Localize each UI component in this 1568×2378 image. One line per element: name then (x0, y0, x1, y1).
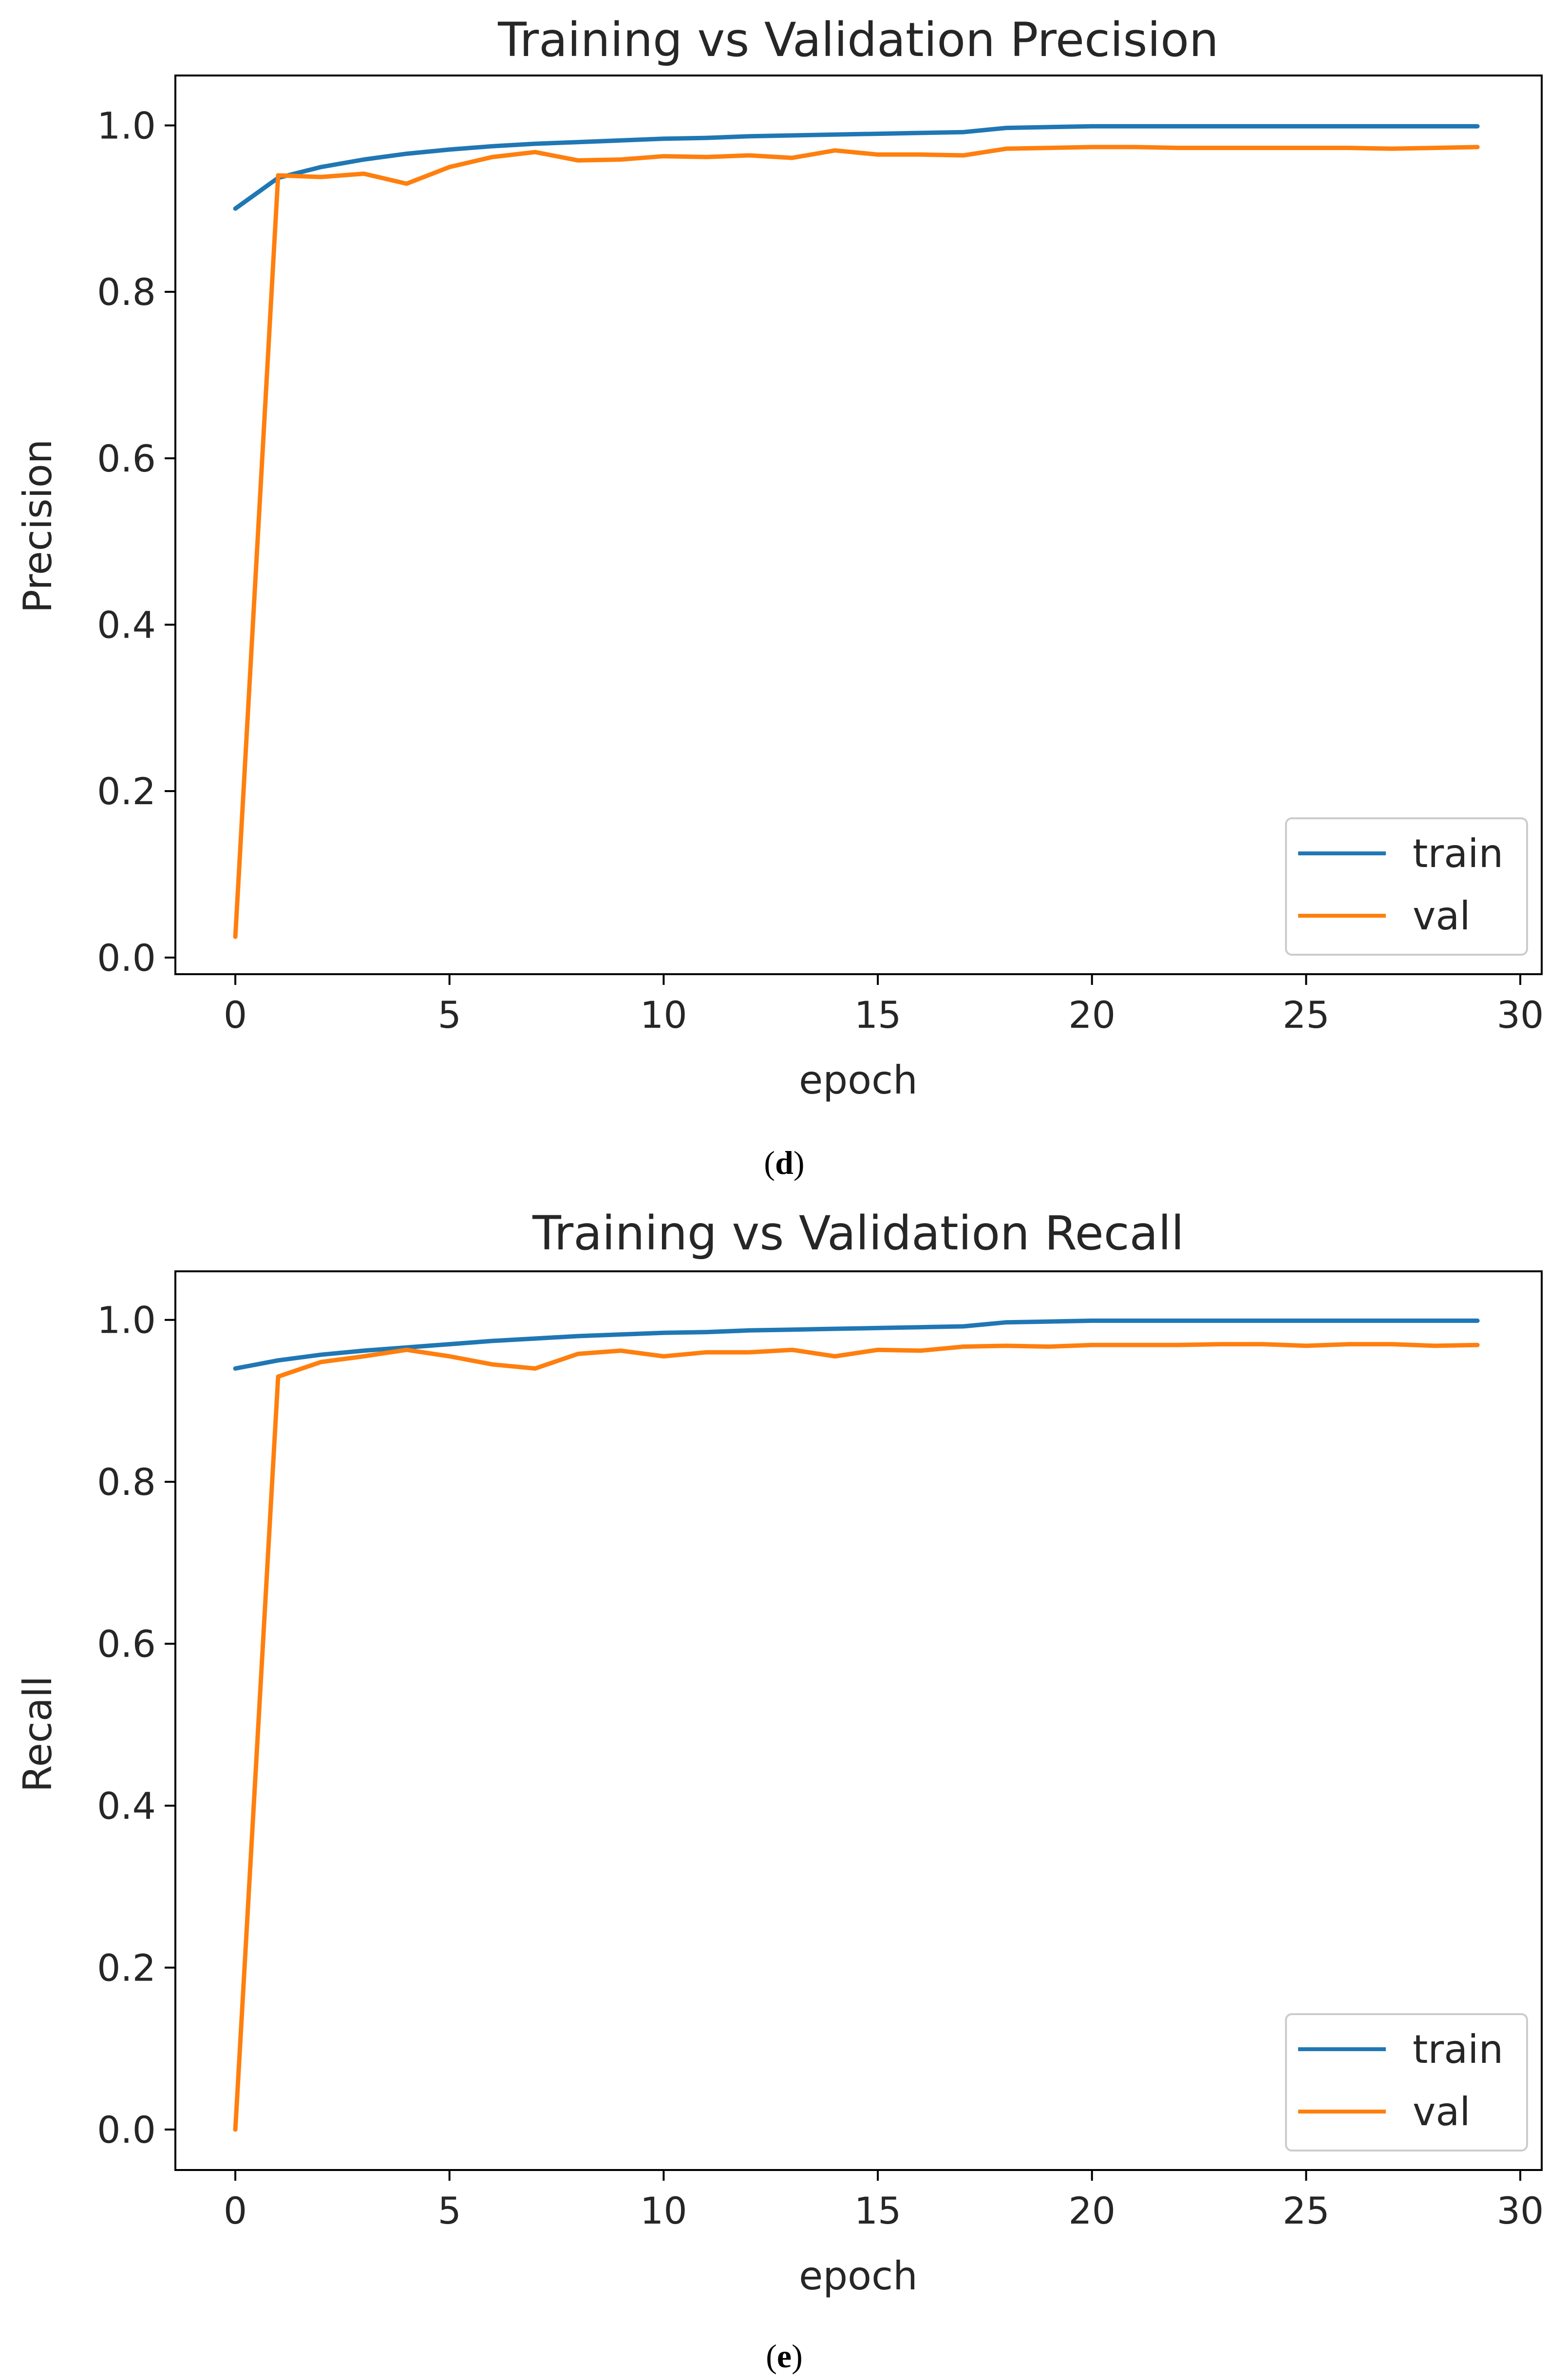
tick-layer: 0 5 10 15 20 25 30 0.0 0.2 0.4 0.6 0.8 1.0 (97, 1299, 1544, 2232)
caption: (e) (766, 2338, 803, 2375)
chart-title: Training vs Validation Recall (532, 1206, 1184, 1261)
plot-frame (174, 75, 1543, 975)
series-line-train (233, 1318, 1480, 1371)
chart-title: Training vs Validation Precision (497, 13, 1219, 67)
x-tick-label: 25 (1283, 993, 1330, 1037)
y-axis-label: Precision (15, 439, 60, 613)
x-axis-label: epoch (799, 2253, 918, 2299)
caption-close: ) (793, 1144, 805, 1181)
y-tick-label: 0.0 (97, 936, 156, 980)
x-tick-label: 10 (640, 993, 687, 1037)
y-tick-label: 0.0 (97, 2108, 156, 2152)
caption-open: ( (764, 1144, 775, 1181)
y-tick-label: 0.6 (97, 437, 156, 480)
series-layer (233, 1318, 1480, 2132)
x-tick-label: 0 (224, 993, 247, 1037)
x-tick-label: 5 (438, 2189, 461, 2232)
y-tick-label: 0.6 (97, 1623, 156, 1666)
legend-label-train: train (1413, 831, 1503, 876)
legend: train val (1285, 817, 1528, 956)
x-tick-label: 15 (854, 993, 902, 1037)
series-line-val (233, 1342, 1480, 2132)
y-tick-label: 0.4 (97, 1784, 156, 1828)
x-axis-label: epoch (799, 1057, 918, 1103)
caption-close: ) (792, 2338, 803, 2375)
y-axis-label: Recall (15, 1676, 60, 1793)
caption-open: ( (766, 2338, 777, 2375)
x-tick-label: 5 (438, 993, 461, 1037)
recall-chart: Training vs Validation Recall 0 5 10 15 20 25… (15, 1206, 1544, 2375)
x-tick-label: 25 (1283, 2189, 1330, 2232)
y-tick-label: 0.8 (97, 1460, 156, 1504)
y-tick-label: 1.0 (97, 104, 156, 148)
y-tick-label: 0.2 (97, 770, 156, 813)
series-layer (233, 124, 1480, 939)
series-line-train (233, 124, 1480, 211)
x-tick-label: 30 (1497, 2189, 1544, 2232)
legend-label-val: val (1413, 2089, 1471, 2134)
caption-letter: e (777, 2338, 792, 2375)
x-tick-label: 30 (1497, 993, 1544, 1037)
caption-letter: d (775, 1144, 793, 1181)
precision-chart: Training vs Validation Precision 0 5 10 15 2… (15, 13, 1544, 1181)
legend-label-train: train (1413, 2027, 1503, 2072)
x-tick-label: 0 (224, 2189, 247, 2232)
plot-frame (174, 1270, 1543, 2171)
x-tick-label: 20 (1068, 993, 1115, 1037)
caption: (d) (764, 1144, 804, 1181)
tick-layer: 0 5 10 15 20 25 30 0.0 0.2 0.4 0.6 0.8 1.0 (97, 104, 1544, 1037)
y-tick-label: 0.8 (97, 270, 156, 314)
x-tick-label: 15 (854, 2189, 902, 2232)
y-tick-label: 1.0 (97, 1299, 156, 1342)
legend-label-val: val (1413, 893, 1471, 939)
y-tick-label: 0.4 (97, 604, 156, 647)
x-tick-label: 10 (640, 2189, 687, 2232)
series-line-val (233, 145, 1480, 939)
legend: train val (1285, 2013, 1528, 2152)
x-tick-label: 20 (1068, 2189, 1115, 2232)
y-tick-label: 0.2 (97, 1946, 156, 1989)
